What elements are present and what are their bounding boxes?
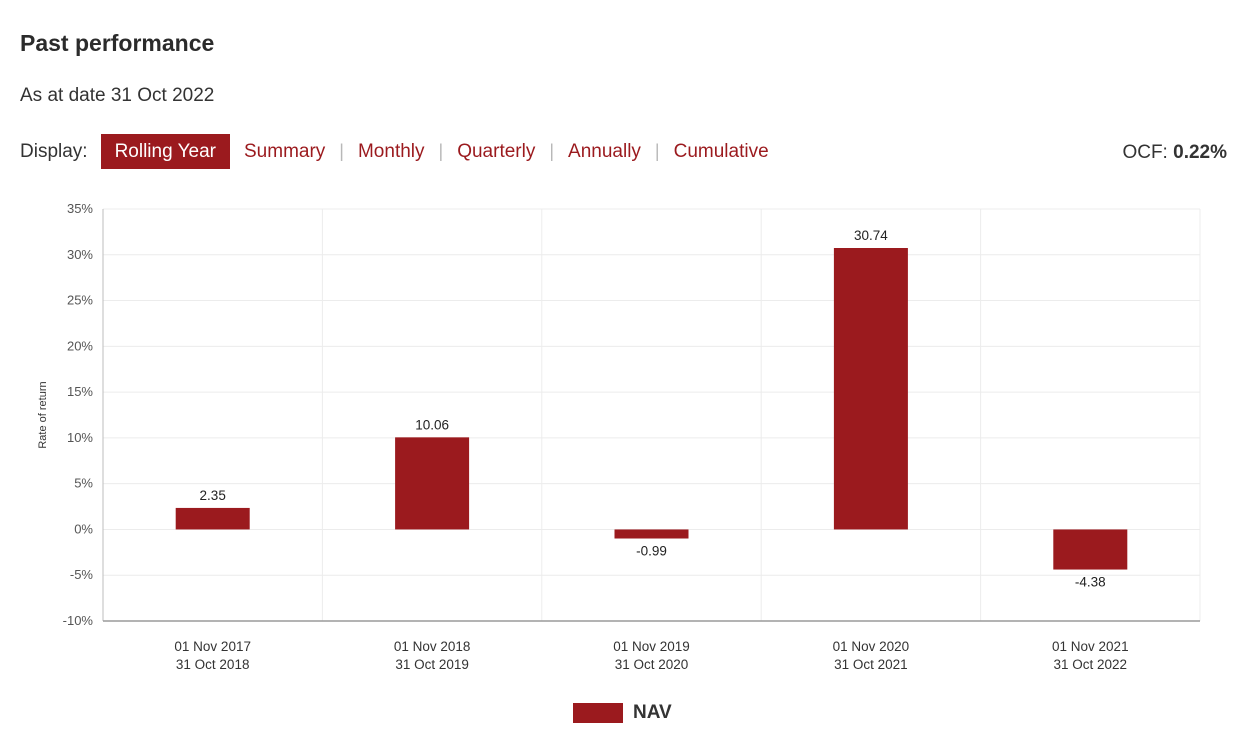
- x-category-label-start: 01 Nov 2020: [833, 639, 910, 654]
- tab-separator: |: [549, 141, 555, 161]
- chart-labels: 35% 30% 25% 20% 15% 10% 5% 0% -5% -10% Rate of ret…: [37, 201, 1129, 672]
- legend-label-nav: NAV: [633, 702, 672, 723]
- tab-summary[interactable]: Summary: [244, 141, 326, 162]
- y-axis-title: Rate of return: [37, 381, 49, 448]
- tab-separator: |: [339, 141, 344, 161]
- tab-separator: |: [654, 141, 660, 161]
- legend-swatch-nav: [573, 703, 623, 723]
- ocf-value: 0.22%: [1173, 142, 1227, 163]
- y-tick-label: 35%: [67, 201, 93, 216]
- bar-nav: [395, 437, 470, 530]
- data-label: 10.06: [415, 417, 449, 432]
- ocf-label: OCF:: [1122, 142, 1174, 163]
- tab-rolling-year[interactable]: Rolling Year: [100, 134, 230, 169]
- page-title: Past performance: [20, 30, 215, 56]
- tab-separator: |: [438, 141, 444, 161]
- x-category-label-end: 31 Oct 2020: [615, 657, 689, 672]
- bar-nav: [614, 529, 689, 539]
- y-tick-label: 5%: [74, 476, 93, 491]
- x-category-label-start: 01 Nov 2019: [613, 639, 690, 654]
- bar-nav: [175, 507, 250, 530]
- bar-nav: [833, 248, 908, 530]
- y-tick-label: 30%: [67, 247, 93, 262]
- display-tabs: Display: Rolling Year Summary | Monthly …: [20, 134, 783, 169]
- y-tick-label: 15%: [67, 384, 93, 399]
- display-label: Display:: [20, 140, 88, 162]
- data-label: -0.99: [636, 544, 667, 559]
- chart-legend[interactable]: NAV: [573, 702, 672, 724]
- x-category-label-start: 01 Nov 2021: [1052, 639, 1129, 654]
- data-label: 2.35: [200, 488, 226, 503]
- tab-quarterly[interactable]: Quarterly: [457, 141, 536, 162]
- x-category-label-end: 31 Oct 2022: [1054, 657, 1128, 672]
- data-label: -4.38: [1075, 575, 1106, 590]
- bar-nav: [1053, 529, 1128, 570]
- x-category-label-start: 01 Nov 2017: [174, 639, 251, 654]
- x-category-label-end: 31 Oct 2018: [176, 657, 250, 672]
- data-label: 30.74: [854, 228, 888, 243]
- y-tick-label: -5%: [70, 567, 94, 582]
- y-tick-label: 10%: [67, 430, 93, 445]
- tab-cumulative[interactable]: Cumulative: [673, 141, 769, 162]
- as-at-date: As at date 31 Oct 2022: [20, 85, 215, 106]
- y-tick-label: 25%: [67, 293, 93, 308]
- chart-bars: [175, 248, 1128, 570]
- x-category-label-end: 31 Oct 2019: [395, 657, 469, 672]
- y-tick-label: 0%: [74, 521, 93, 536]
- y-tick-label: 20%: [67, 338, 93, 353]
- y-tick-label: -10%: [63, 613, 94, 628]
- chart-grid: [103, 208, 1201, 621]
- x-category-label-start: 01 Nov 2018: [394, 639, 471, 654]
- tab-monthly[interactable]: Monthly: [357, 141, 425, 162]
- performance-bar-chart: 35% 30% 25% 20% 15% 10% 5% 0% -5% -10% Rate of ret…: [37, 201, 1201, 672]
- ocf-indicator: OCF: 0.22%: [1122, 142, 1227, 164]
- x-category-label-end: 31 Oct 2021: [834, 657, 908, 672]
- tab-annually[interactable]: Annually: [568, 141, 641, 162]
- chart-axes: [102, 209, 1200, 622]
